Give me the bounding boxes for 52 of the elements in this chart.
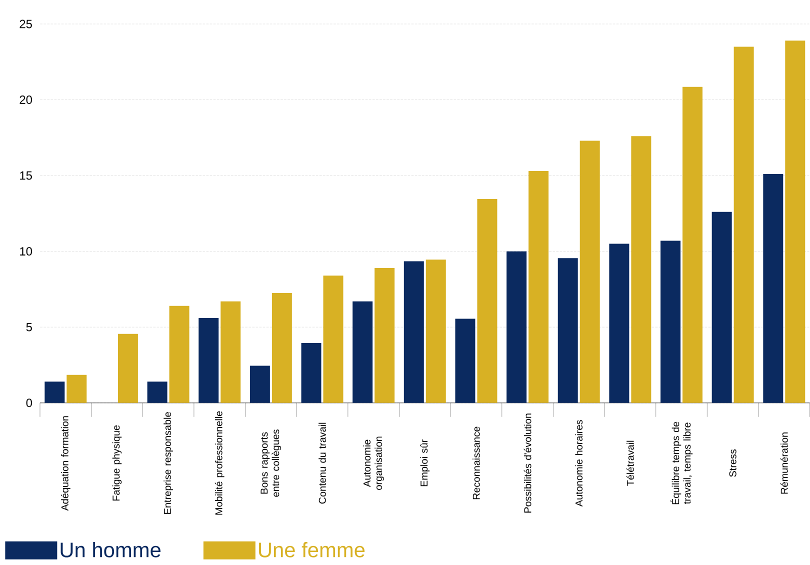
y-tick-label: 20 [20, 96, 32, 104]
x-tick-label: Possibilités d'évolution [524, 414, 532, 513]
y-tick-label: 10 [20, 247, 32, 256]
bar [220, 301, 241, 403]
bar [66, 374, 87, 403]
x-tick-label: Contenu du travail [318, 422, 326, 504]
bar [631, 136, 652, 403]
bar [682, 86, 702, 403]
y-tick-label: 5 [26, 323, 32, 332]
y-tick-label: 25 [20, 20, 32, 28]
y-tick-label: 15 [20, 171, 32, 180]
bar [763, 174, 784, 403]
x-tick-label: Emploi sûr [420, 440, 430, 486]
x-tick-label: Autonomie horaires [575, 420, 583, 507]
bar [169, 306, 190, 403]
x-tick-label: Reconnaissance [472, 426, 480, 500]
x-tick-label: Stress [729, 449, 736, 477]
bar [712, 212, 732, 403]
bar [301, 343, 322, 403]
bar [609, 244, 630, 403]
x-tick-label: Fatigue physique [112, 425, 122, 501]
bar [734, 46, 754, 403]
x-tick-label: Entreprise responsable [164, 412, 173, 514]
bar [250, 366, 270, 403]
bar [118, 334, 138, 403]
x-tick-label: Mobilité professionnelle [214, 411, 224, 515]
y-tick-label: 0 [26, 398, 32, 408]
legend-label: Un homme [60, 542, 160, 558]
bar [506, 251, 527, 403]
bar [198, 318, 219, 403]
x-tick-label: Télétravail [626, 440, 634, 486]
bar [660, 240, 681, 403]
bar [580, 140, 600, 403]
bar [785, 40, 806, 403]
bar [558, 258, 578, 403]
bar [44, 382, 65, 403]
bar [374, 268, 395, 403]
legend-label: Une femme [259, 542, 365, 558]
bar [147, 382, 168, 403]
x-tick-label: Adéquation formation [60, 416, 70, 511]
bar [352, 301, 373, 403]
x-tick-label: Rémunération [780, 432, 788, 494]
bar [455, 318, 476, 403]
bar [477, 199, 498, 403]
bar [404, 261, 424, 403]
x-tick-label: Bons rapports entre collègues [260, 430, 282, 497]
bar [323, 276, 344, 403]
x-tick-label: Autonomie organisation [363, 436, 384, 490]
bar [272, 293, 292, 403]
bar [426, 260, 446, 403]
x-tick-label: Équilibre temps de travail, temps libre [670, 422, 693, 504]
bar [528, 171, 549, 403]
